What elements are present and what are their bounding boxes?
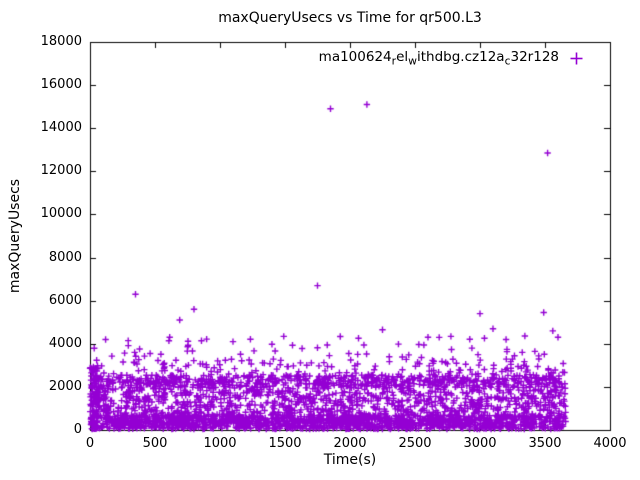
x-tick-label: 3000	[463, 436, 497, 451]
legend-label-segment: c	[504, 54, 511, 68]
legend-label-segment: el	[396, 49, 409, 65]
y-tick-label: 0	[73, 422, 82, 437]
y-axis-label: maxQueryUsecs	[7, 178, 23, 294]
legend-label-segment: ithdbg.cz12a	[417, 49, 505, 65]
y-tick-label: 16000	[40, 77, 82, 93]
y-tick-label: 2000	[48, 378, 82, 394]
x-tick-label: 3500	[528, 436, 562, 451]
x-tick-label: 1000	[203, 436, 237, 451]
legend-label-segment: ma100624	[318, 49, 392, 65]
x-tick-label: 0	[85, 436, 95, 451]
legend-label-segment: w	[408, 54, 417, 68]
y-tick-label: 12000	[40, 163, 82, 179]
y-tick-label: 14000	[40, 120, 82, 136]
x-tick-label: 2000	[333, 436, 367, 451]
legend-label-segment: r	[391, 54, 397, 68]
y-tick-label: 4000	[48, 335, 82, 351]
y-tick-label: 10000	[40, 206, 82, 222]
x-axis-label: Time(s)	[323, 452, 377, 468]
plus-marker-icon	[570, 52, 583, 65]
legend-label: ma100624relwithdbg.cz12ac32r128	[319, 49, 559, 68]
x-tick-label: 1500	[268, 436, 302, 451]
y-tick-label: 8000	[48, 249, 82, 265]
y-tick-label: 18000	[40, 34, 82, 49]
legend-label-segment: 32r128	[510, 49, 560, 65]
y-tick-label: 6000	[48, 292, 82, 308]
x-tick-label: 2500	[398, 436, 432, 451]
chart-title: maxQueryUsecs vs Time for qr500.L3	[218, 10, 482, 26]
x-tick-label: 500	[142, 436, 168, 451]
legend: ma100624relwithdbg.cz12ac32r128	[319, 49, 584, 68]
x-tick-label: 4000	[593, 436, 627, 451]
